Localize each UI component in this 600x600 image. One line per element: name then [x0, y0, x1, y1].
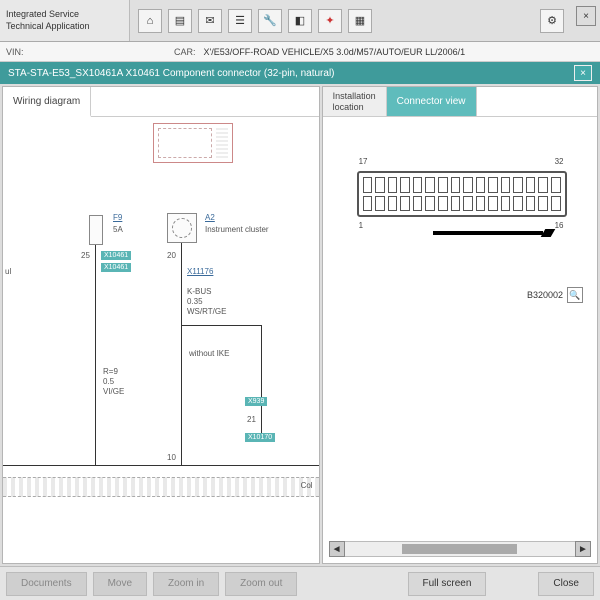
pin-17: 17 — [359, 157, 368, 166]
wire — [95, 245, 96, 465]
tab-wiring-diagram[interactable]: Wiring diagram — [3, 87, 91, 117]
pin-16: 16 — [555, 221, 564, 230]
num10: 10 — [167, 453, 176, 462]
zoom-out-button[interactable]: Zoom out — [225, 572, 297, 596]
wire — [261, 325, 262, 433]
app-title-line2: Technical Application — [6, 21, 123, 33]
toolbar-home-icon[interactable]: ⌂ — [138, 9, 162, 33]
connector-ident-text: B320002 — [527, 290, 563, 300]
wiring-pane: Wiring diagram F9 5A A2 Instrument clust… — [2, 86, 320, 564]
r9-v1: 0.5 — [103, 377, 114, 386]
wire — [181, 325, 261, 326]
connector-pane: Installation location Connector view 17 … — [322, 86, 598, 564]
h-scrollbar: ◄ ► — [329, 541, 591, 557]
connector-canvas[interactable]: 17 32 1 16 — [323, 117, 597, 563]
magnify-button[interactable]: 🔍 — [567, 287, 583, 303]
left-tabs: Wiring diagram — [3, 87, 319, 117]
f9-label: F9 — [113, 213, 122, 222]
app-title: Integrated Service Technical Application — [0, 0, 130, 41]
toolbar-doc-icon[interactable]: ▤ — [168, 9, 192, 33]
car-label: CAR: — [170, 47, 200, 57]
window-close-button[interactable]: × — [576, 6, 596, 26]
minimap[interactable] — [153, 123, 233, 163]
without-ike: without IKE — [189, 349, 229, 358]
toolbar-page-icon[interactable]: ✉ — [198, 9, 222, 33]
info-row: VIN: CAR: X'/E53/OFF-ROAD VEHICLE/X5 3.0… — [0, 42, 600, 62]
r9: R=9 — [103, 367, 118, 376]
pin-1: 1 — [359, 221, 363, 230]
full-screen-button[interactable]: Full screen — [408, 572, 487, 596]
x11176: X11176 — [187, 267, 213, 276]
badge-x939: X939 — [245, 397, 267, 406]
badge-x10461b: X10461 — [101, 263, 131, 272]
f9-value: 5A — [113, 225, 123, 234]
close-button[interactable]: Close — [538, 572, 594, 596]
badge-x10170: X10170 — [245, 433, 275, 442]
a2-label: A2 — [205, 213, 215, 222]
a2-node — [167, 213, 197, 243]
scroll-left-button[interactable]: ◄ — [329, 541, 345, 557]
app-title-line1: Integrated Service — [6, 9, 123, 21]
kbus3: WS/RT/GE — [187, 307, 226, 316]
scroll-right-button[interactable]: ► — [575, 541, 591, 557]
toolbar-grid-icon[interactable]: ▦ — [348, 9, 372, 33]
zoom-in-button[interactable]: Zoom in — [153, 572, 219, 596]
pin-32: 32 — [555, 157, 564, 166]
documents-button[interactable]: Documents — [6, 572, 87, 596]
toolbar-settings-icon[interactable]: ⚙ — [540, 9, 564, 33]
connector-ident: B320002 🔍 — [527, 287, 583, 303]
scroll-track[interactable] — [345, 541, 575, 557]
a2-desc: Instrument cluster — [205, 225, 269, 234]
connector-body — [357, 171, 567, 217]
col-label: Col — [301, 481, 313, 490]
tab-connector-view[interactable]: Connector view — [387, 87, 477, 116]
num25: 25 — [81, 251, 90, 260]
badge-x10461a: X10461 — [101, 251, 131, 260]
move-button[interactable]: Move — [93, 572, 147, 596]
pin-row-top — [363, 177, 561, 193]
r9-v2: VI/GE — [103, 387, 124, 396]
scroll-thumb[interactable] — [402, 544, 517, 554]
fuse-node — [89, 215, 103, 245]
toolbar-tree-icon[interactable]: ☰ — [228, 9, 252, 33]
component-close-button[interactable]: × — [574, 65, 592, 81]
dash-band — [3, 477, 319, 497]
num21: 21 — [247, 415, 256, 424]
wire — [3, 465, 319, 466]
ul-label: ul — [5, 267, 11, 276]
right-tabs: Installation location Connector view — [323, 87, 597, 117]
num20: 20 — [167, 251, 176, 260]
wiring-canvas[interactable]: F9 5A A2 Instrument cluster 25 X10461 — [3, 117, 319, 563]
car-value: X'/E53/OFF-ROAD VEHICLE/X5 3.0d/M57/AUTO… — [200, 47, 600, 57]
toolbar-meter-icon[interactable]: ◧ — [288, 9, 312, 33]
footer: Documents Move Zoom in Zoom out Full scr… — [0, 566, 600, 600]
component-title: STA-STA-E53_SX10461A X10461 Component co… — [8, 68, 335, 79]
component-title-bar: STA-STA-E53_SX10461A X10461 Component co… — [0, 62, 600, 84]
kbus1: K-BUS — [187, 287, 211, 296]
toolbar-wrench-icon[interactable]: 🔧 — [258, 9, 282, 33]
kbus2: 0.35 — [187, 297, 203, 306]
tab-install-location[interactable]: Installation location — [323, 87, 387, 116]
toolbar: ⌂ ▤ ✉ ☰ 🔧 ◧ ✦ ▦ ⚙ — [130, 0, 572, 41]
work-area: Wiring diagram F9 5A A2 Instrument clust… — [0, 84, 600, 566]
plug-wire — [433, 231, 543, 235]
pin-row-bottom — [363, 196, 561, 212]
vin-label: VIN: — [0, 47, 40, 57]
header-bar: Integrated Service Technical Application… — [0, 0, 600, 42]
toolbar-warning-icon[interactable]: ✦ — [318, 9, 342, 33]
wire — [181, 243, 182, 465]
